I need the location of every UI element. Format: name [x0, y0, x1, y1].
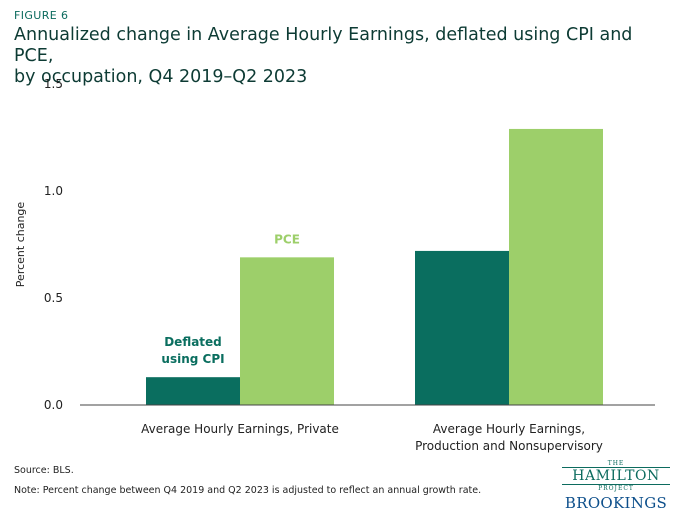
bar-cpi-1	[146, 377, 240, 405]
brookings-logo: BROOKINGS	[562, 494, 670, 512]
x-category-label: Average Hourly Earnings,	[433, 422, 585, 436]
bar-cpi-2	[415, 251, 509, 405]
y-tick-label: 0.5	[44, 291, 63, 305]
hamilton-logo-name: HAMILTON	[562, 467, 670, 485]
series-annotation-cpi: using CPI	[161, 352, 224, 366]
hamilton-project-logo: THE HAMILTON PROJECT	[562, 460, 670, 492]
hamilton-logo-the: THE	[562, 460, 670, 467]
y-tick-label: 1.5	[44, 77, 63, 91]
x-category-label: Production and Nonsupervisory	[415, 439, 603, 453]
footnote: Note: Percent change between Q4 2019 and…	[14, 485, 481, 496]
y-axis-label: Percent change	[14, 202, 27, 288]
hamilton-logo-project: PROJECT	[562, 485, 670, 492]
series-annotation-pce: PCE	[274, 232, 300, 246]
x-category-label: Average Hourly Earnings, Private	[141, 422, 339, 436]
bar-pce-2	[509, 129, 603, 405]
y-tick-label: 1.0	[44, 184, 63, 198]
bar-chart: 0.0 0.5 1.0 1.5 Percent change Average Hourly…	[0, 0, 680, 460]
bar-pce-1	[240, 257, 334, 405]
source-note: Source: BLS.	[14, 465, 74, 476]
series-annotation-cpi: Deflated	[164, 335, 222, 349]
y-tick-label: 0.0	[44, 398, 63, 412]
